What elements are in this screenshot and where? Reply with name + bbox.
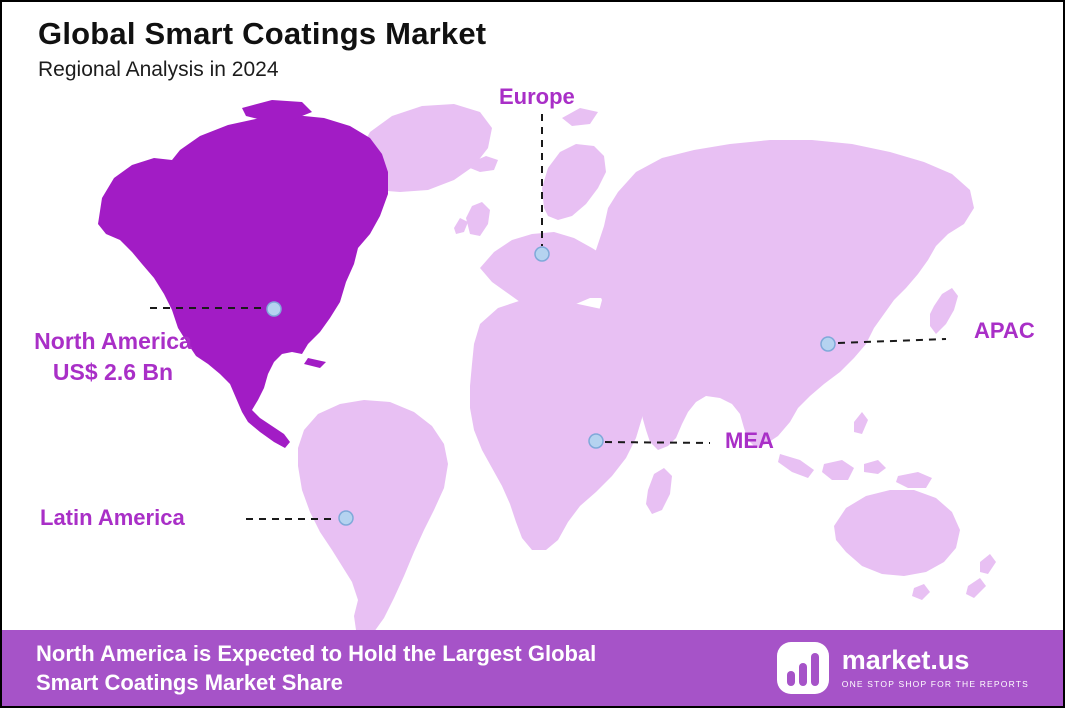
marker-latin-america bbox=[338, 510, 354, 526]
landmass-new-zealand-south bbox=[966, 578, 986, 598]
label-latin-america: Latin America bbox=[40, 505, 185, 530]
landmass-sulawesi bbox=[864, 460, 886, 474]
footer-headline: North America is Expected to Hold the La… bbox=[36, 639, 596, 697]
landmass-north-america bbox=[98, 115, 388, 448]
landmass-south-america bbox=[298, 400, 448, 638]
footer-banner: North America is Expected to Hold the La… bbox=[2, 630, 1063, 706]
header: Global Smart Coatings Market Regional An… bbox=[38, 16, 486, 82]
landmass-tasmania bbox=[912, 584, 930, 600]
marker-europe bbox=[534, 246, 550, 262]
leader-line-mea bbox=[604, 441, 711, 444]
landmass-greenland bbox=[354, 104, 492, 192]
label-north-america-name: North America bbox=[34, 328, 192, 354]
landmass-scandinavia bbox=[542, 144, 606, 220]
footer-headline-line2: Smart Coatings Market Share bbox=[36, 670, 343, 695]
landmass-uk bbox=[466, 202, 490, 236]
marketus-logo-text: market.us ONE STOP SHOP FOR THE REPORTS bbox=[841, 645, 1029, 690]
label-north-america: North America US$ 2.6 Bn bbox=[8, 326, 218, 388]
footer-headline-line1: North America is Expected to Hold the La… bbox=[36, 640, 597, 666]
landmass-new-zealand-north bbox=[980, 554, 996, 574]
marker-apac bbox=[820, 336, 836, 352]
marketus-logo: market.us ONE STOP SHOP FOR THE REPORTS bbox=[776, 641, 1029, 695]
landmass-ireland bbox=[454, 218, 468, 234]
landmass-japan bbox=[930, 288, 958, 334]
bar-chart-icon bbox=[776, 642, 829, 694]
landmass-cuba bbox=[304, 358, 326, 368]
landmass-madagascar bbox=[646, 468, 672, 514]
landmass-philippines bbox=[854, 412, 868, 434]
landmass-new-guinea bbox=[896, 472, 932, 488]
landmass-australia bbox=[834, 490, 960, 576]
landmass-arctic-islands bbox=[242, 100, 312, 120]
page-subtitle: Regional Analysis in 2024 bbox=[38, 58, 279, 81]
landmass-europe bbox=[480, 232, 626, 316]
label-europe: Europe bbox=[499, 84, 575, 109]
landmass-borneo bbox=[822, 460, 854, 480]
marker-mea bbox=[588, 433, 604, 449]
label-north-america-value: US$ 2.6 Bn bbox=[52, 359, 174, 386]
marketus-tagline: ONE STOP SHOP FOR THE REPORTS bbox=[841, 679, 1029, 689]
landmass-sumatra bbox=[778, 454, 814, 478]
leader-line-apac bbox=[837, 338, 947, 344]
landmass-svalbard bbox=[562, 108, 598, 126]
marketus-brand: market.us bbox=[841, 645, 970, 675]
landmass-asia bbox=[592, 140, 974, 450]
label-apac: APAC bbox=[974, 318, 1035, 343]
label-mea: MEA bbox=[725, 428, 774, 453]
marker-north-america bbox=[266, 301, 282, 317]
page-title: Global Smart Coatings Market bbox=[38, 16, 487, 51]
landmass-iceland bbox=[470, 156, 498, 172]
